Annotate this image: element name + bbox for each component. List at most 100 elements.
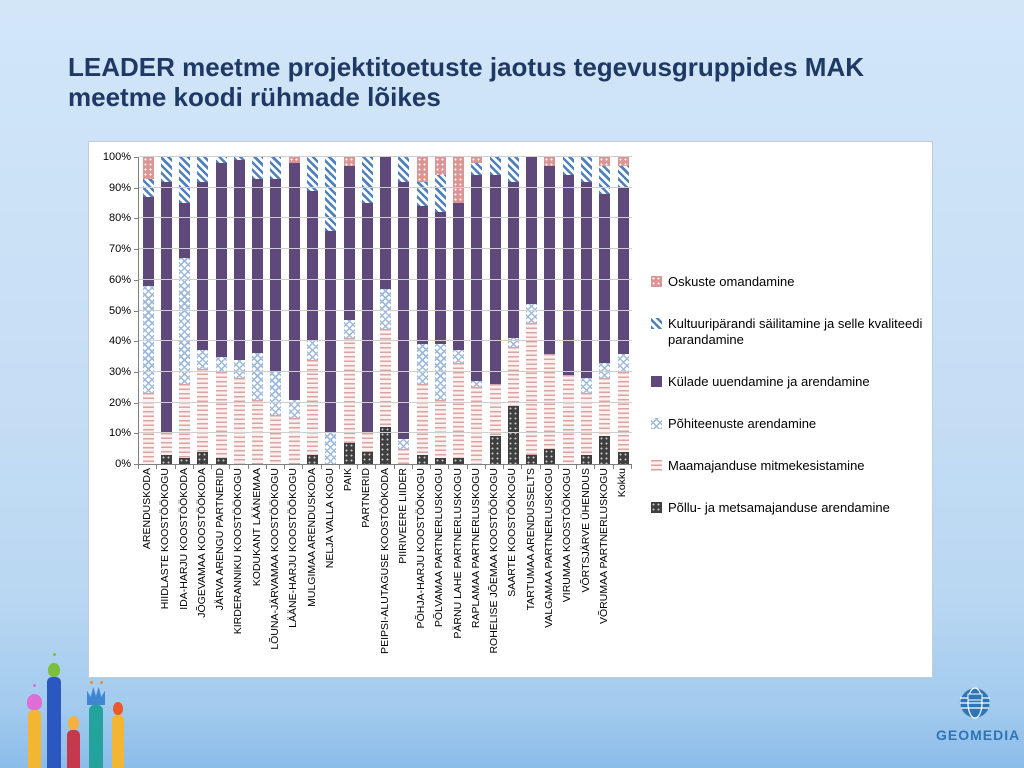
x-axis-tick [448, 464, 450, 469]
spark-icon [53, 653, 56, 656]
spark-icon [33, 684, 36, 687]
x-axis-tick [430, 464, 432, 469]
x-axis-label-text: PÄRNU LAHE PARTNERLUSKOGU [451, 468, 464, 639]
bar-segment [361, 203, 373, 434]
bar [340, 157, 358, 464]
bar-segment [471, 163, 483, 176]
bar [577, 157, 595, 464]
stacked-bar [599, 157, 611, 464]
x-axis-label: PAIK [339, 468, 357, 674]
x-axis-tick [174, 464, 176, 469]
x-axis: ARENDUSKODA HIIDLASTE KOOSTÖÖKOGU IDA-HARJ… [138, 468, 631, 674]
y-axis-label: 50% [108, 304, 131, 317]
bar-segment [471, 387, 483, 464]
bar-segment [434, 212, 446, 345]
x-axis-label-text: JÕGEVAMAA KOOSTÖÖKODA [195, 468, 208, 618]
spark-icon [100, 681, 103, 684]
bar-segment [361, 157, 373, 204]
bar-segment [416, 454, 428, 464]
candle-icon [28, 710, 41, 768]
bar-segment [160, 181, 172, 434]
globe-icon [959, 687, 991, 719]
y-axis-tick [134, 310, 139, 312]
bar-segment [398, 439, 410, 449]
y-axis-tick [134, 433, 139, 435]
bar-segment [507, 405, 519, 464]
bar-segment [471, 381, 483, 388]
x-axis-tick [138, 464, 139, 469]
bar-segment [526, 157, 538, 305]
bar-segment [507, 181, 519, 339]
x-axis-label-text: PEIPSI-ALUTAGUSE KOOSTÖÖKODA [378, 468, 391, 654]
bar-segment [544, 157, 556, 167]
bar-segment [398, 157, 410, 182]
bar-segment [434, 157, 446, 176]
bar-segment [526, 454, 538, 464]
bar [559, 157, 577, 464]
spark-icon [90, 681, 93, 684]
x-axis-label: HIIDLASTE KOOSTÖÖKOGU [156, 468, 174, 674]
x-axis-tick [192, 464, 194, 469]
legend-item-label: Põllu- ja metsamajanduse arendamine [668, 500, 890, 515]
bars-container [139, 157, 632, 464]
x-axis-tick [521, 464, 523, 469]
legend-item-label: Kultuuripärandi säilitamine ja selle kva… [668, 316, 923, 347]
bar-segment [380, 157, 392, 290]
bar [614, 157, 632, 464]
x-axis-label-text: RAPLAMAA PARTNERLUSKOGU [469, 468, 482, 629]
bar-segment [507, 347, 519, 406]
stacked-bar [434, 157, 446, 464]
bar-segment [380, 328, 392, 428]
bar-segment [197, 451, 209, 464]
bar-segment [270, 414, 282, 464]
bar [322, 157, 340, 464]
stacked-bar [179, 157, 191, 464]
y-axis-tick [134, 249, 139, 251]
legend-marker-icon [651, 502, 662, 513]
y-axis-label: 30% [108, 365, 131, 378]
y-axis-tick [134, 464, 139, 465]
x-axis-label-text: NELJA VALLA KOGU [323, 468, 336, 569]
x-axis-tick [539, 464, 541, 469]
x-axis-label: PÕHJA-HARJU KOOSTÖÖKOGU [412, 468, 430, 674]
legend-marker-icon [651, 318, 662, 329]
legend-item: Maamajanduse mitmekesistamine [651, 458, 931, 474]
x-axis-tick [612, 464, 614, 469]
bar [176, 157, 194, 464]
x-axis-tick [284, 464, 286, 469]
x-axis-tick [357, 464, 359, 469]
x-axis-label: LÄÄNE-HARJU KOOSTÖÖKOGU [284, 468, 302, 674]
bar-segment [233, 160, 245, 360]
flame-icon [68, 716, 79, 730]
x-axis-tick [503, 464, 505, 469]
x-axis-label-text: TARTUMAA ARENDUSSELTS [524, 468, 537, 611]
x-axis-label-text: LÄÄNE-HARJU KOOSTÖÖKOGU [287, 468, 300, 628]
bar-segment [233, 157, 245, 161]
bar-segment [599, 362, 611, 379]
candle-icon [67, 730, 80, 768]
bar-segment [307, 190, 319, 342]
bar [468, 157, 486, 464]
bar-segment [325, 157, 337, 231]
x-axis-label-text: KIRDERANNIKU KOOSTÖÖKOGU [232, 468, 245, 635]
y-axis-label: 40% [108, 335, 131, 348]
y-axis-label: 90% [108, 181, 131, 194]
x-axis-tick [557, 464, 559, 469]
bar-segment [526, 304, 538, 323]
bar-segment [434, 175, 446, 213]
bar-segment [489, 384, 501, 437]
bar [523, 157, 541, 464]
legend-item-label: Põhiteenuste arendamine [668, 416, 817, 431]
stacked-bar [160, 157, 172, 464]
bar-segment [179, 157, 191, 204]
geomedia-logo-text: GEOMEDIA [936, 727, 1021, 743]
x-axis-tick [247, 464, 249, 469]
bar-segment [453, 203, 465, 351]
bar-segment [160, 454, 172, 464]
x-axis-label-text: VÕRUMAA PARTNERLUSKOGU [597, 468, 610, 624]
bar-segment [562, 175, 574, 375]
flame-icon [113, 702, 123, 715]
bar-segment [215, 163, 227, 357]
bar [212, 157, 230, 464]
bar-segment [453, 457, 465, 464]
